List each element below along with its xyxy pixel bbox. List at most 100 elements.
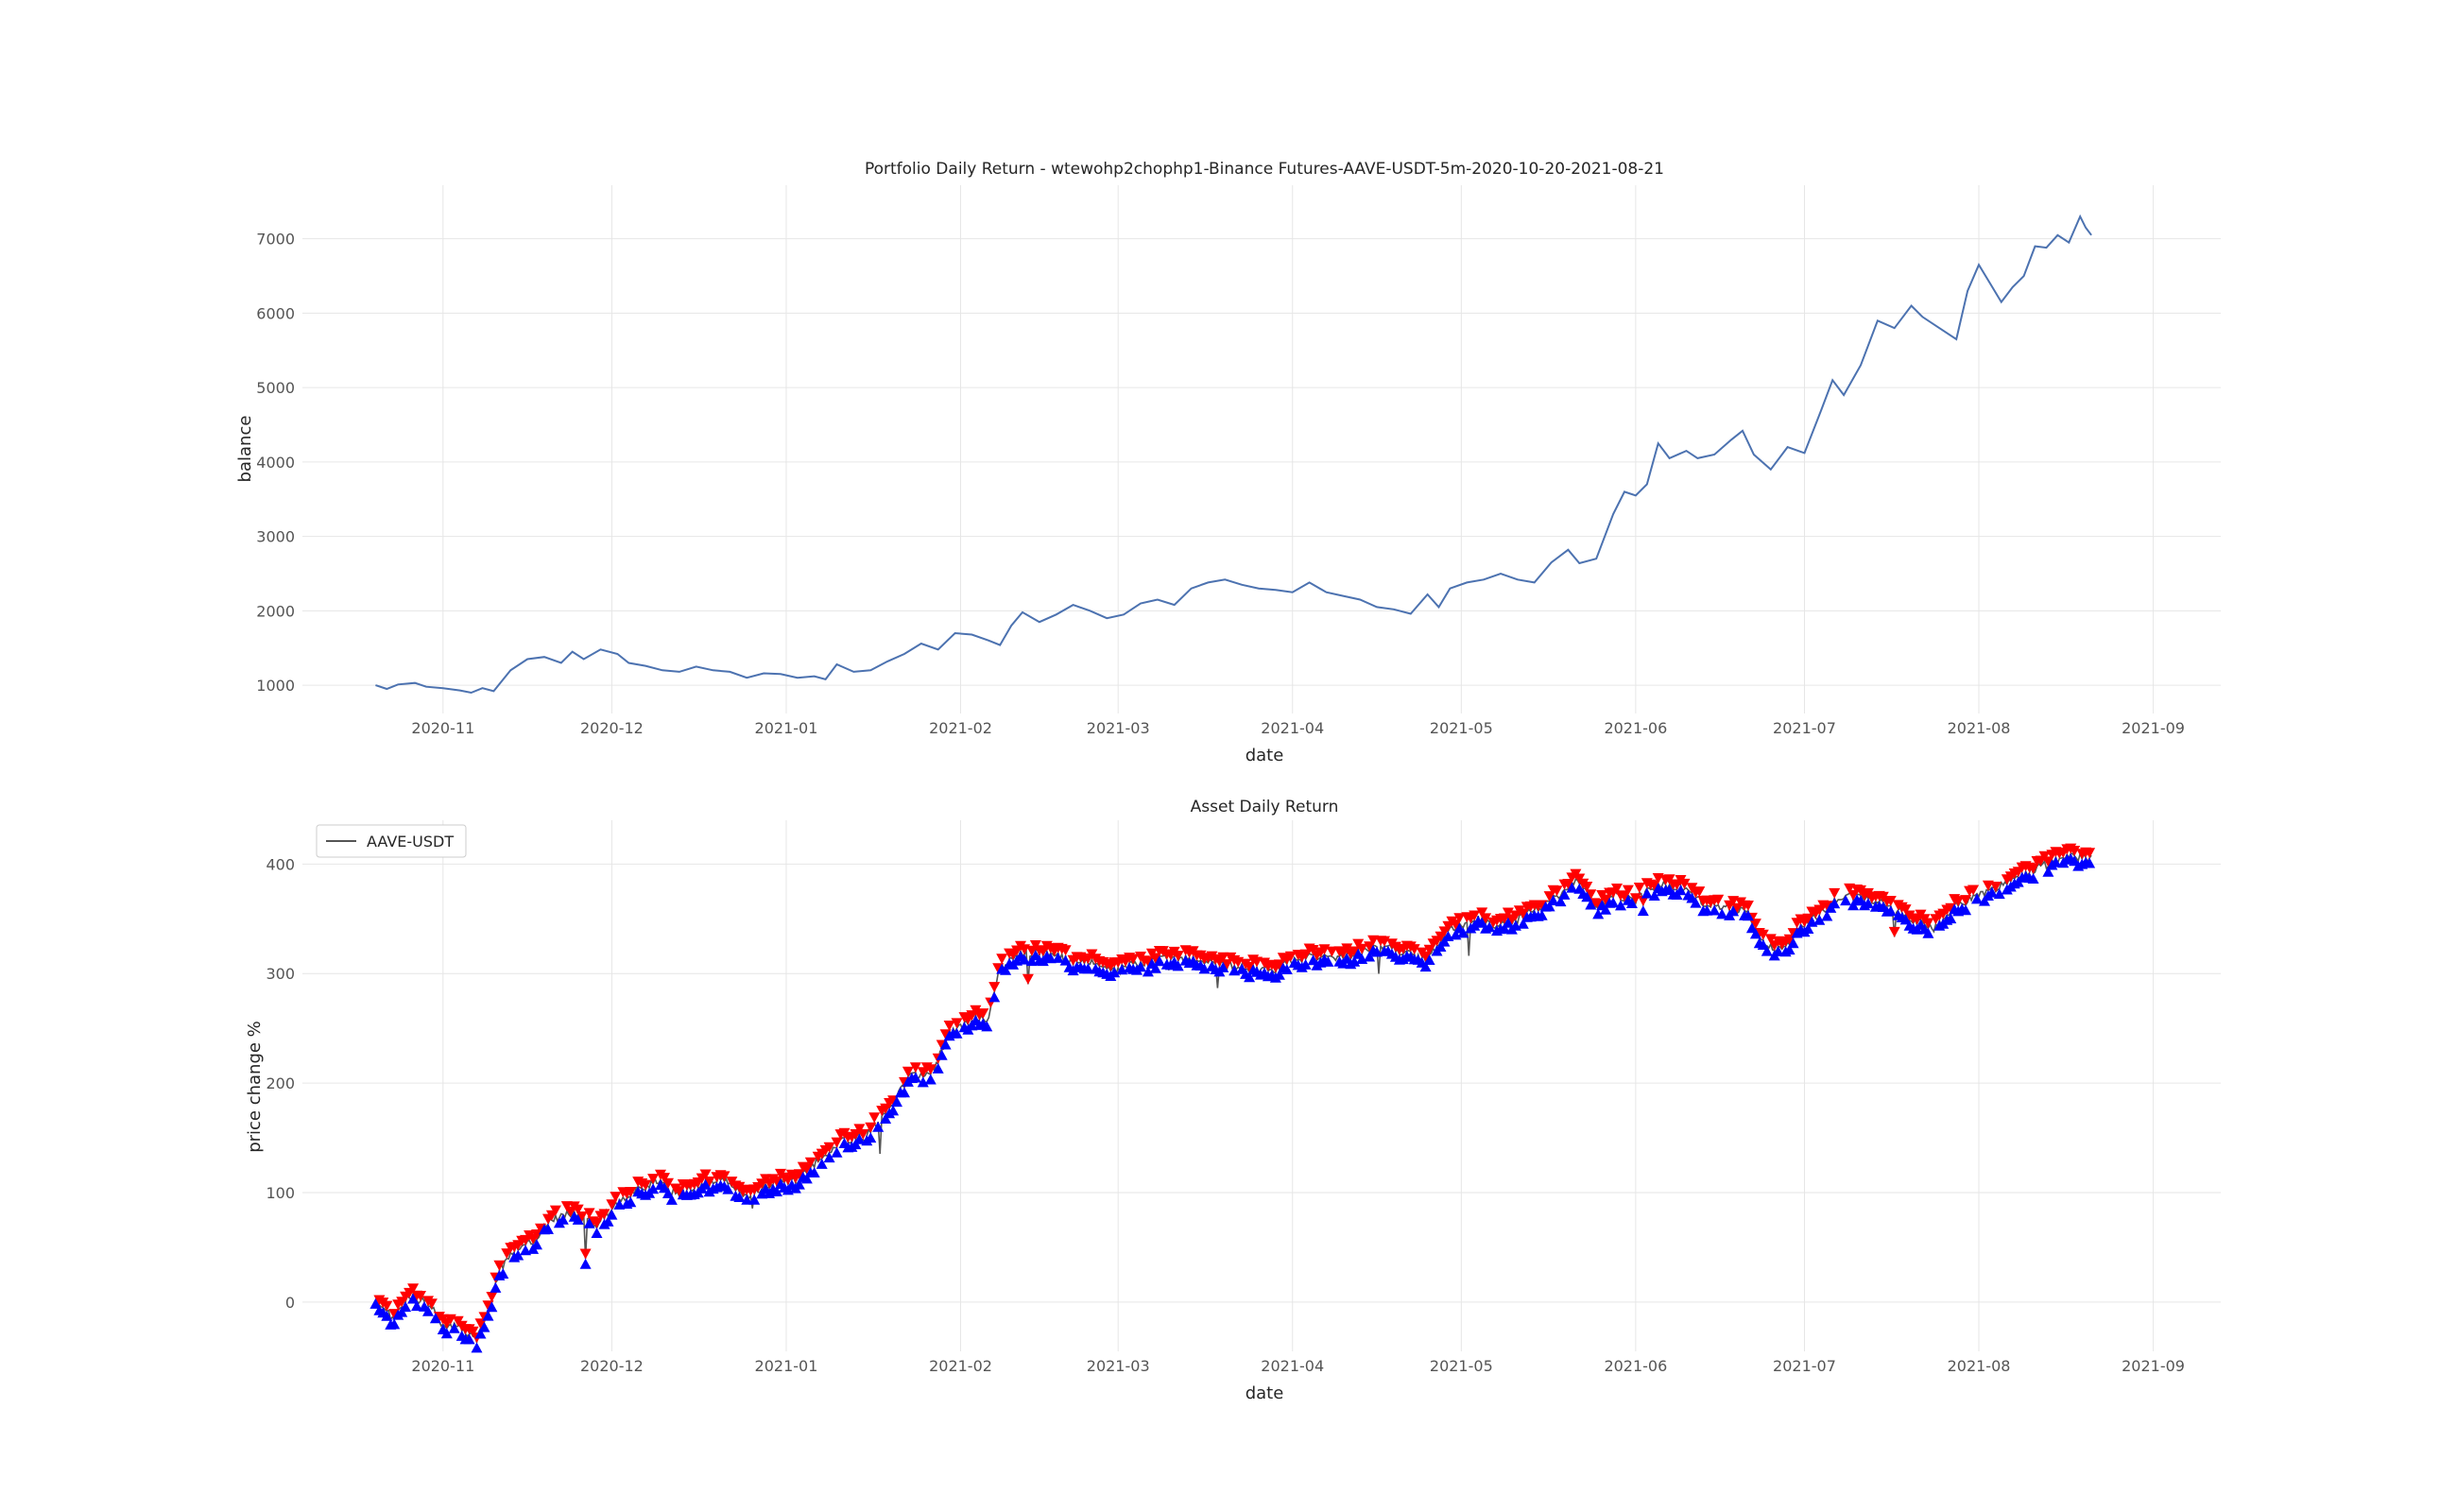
buy-marker [2084,857,2096,868]
buy-marker [2027,873,2039,884]
sell-marker [1419,951,1432,962]
sell-marker [583,1208,595,1219]
sell-marker [467,1326,479,1337]
sell-marker [662,1177,674,1189]
sell-marker [1172,951,1184,962]
y-tick-label: 7000 [256,231,295,249]
buy-marker [771,1186,782,1196]
buy-marker [1862,898,1874,909]
sell-marker [486,1292,498,1302]
buy-marker [602,1215,614,1227]
chart-title: Asset Daily Return [1191,798,1339,816]
buy-marker [699,1178,712,1190]
grid [302,185,2221,713]
sell-markers [373,843,2096,1344]
x-tick-label: 2020-12 [580,719,644,737]
buy-marker [463,1333,475,1345]
sell-marker [1244,962,1256,972]
buy-marker [808,1167,820,1177]
sell-marker [831,1137,843,1148]
buy-marker [800,1173,813,1184]
sell-marker [902,1066,914,1077]
y-tick-label: 100 [266,1184,295,1202]
sell-marker [1802,913,1814,924]
sell-marker [2084,848,2096,859]
sell-marker [857,1128,869,1140]
buy-marker [440,1328,453,1339]
buy-marker [531,1239,542,1250]
buy-marker [853,1133,866,1144]
sell-marker [625,1187,637,1197]
x-tick-label: 2021-02 [929,719,992,737]
y-axis-label: price change % [245,1021,265,1153]
sell-marker [1581,882,1593,892]
chart-title: Portfolio Daily Return - wtewohp2chophp1… [865,160,1664,179]
buy-marker [1517,918,1529,929]
sell-marker [1989,882,2002,892]
sell-marker [1367,935,1380,946]
buy-marker [1499,922,1510,934]
buy-marker [1592,908,1605,919]
sell-marker [2038,850,2051,862]
buy-marker [579,1258,592,1269]
x-tick-label: 2020-11 [411,1357,474,1375]
buy-marker [647,1183,660,1194]
buy-marker [1457,927,1469,938]
buy-marker [1922,927,1934,938]
sell-marker [988,982,1001,993]
x-tick-label: 2021-09 [2122,719,2185,737]
x-tick-label: 2021-06 [1604,719,1667,737]
buy-marker [872,1121,885,1132]
sell-marker [1922,918,1934,929]
sell-marker [1888,926,1900,937]
asset-return-chart: Asset Daily Return date price change % 2… [245,798,2221,1403]
y-tick-label: 4000 [256,454,295,472]
buy-marker [1438,936,1451,947]
sell-marker [1562,879,1574,889]
sell-marker [1149,953,1161,964]
buy-marker [939,1039,952,1050]
x-tick-label: 2021-07 [1773,719,1836,737]
buy-marker [1502,917,1514,928]
sell-marker [647,1174,660,1185]
x-tick-label: 2020-12 [580,1357,644,1375]
buy-marker [1172,960,1184,971]
sell-marker [868,1112,881,1124]
buy-marker [388,1318,401,1330]
buy-marker [1108,967,1121,978]
buy-marker [1675,885,1687,896]
sell-marker [1749,919,1761,930]
buy-marker [1690,897,1702,908]
buy-marker [887,1105,900,1116]
sell-marker [425,1298,438,1310]
x-tick-label: 2021-04 [1261,719,1324,737]
buy-marker [1484,921,1496,933]
sell-marker [1273,959,1285,971]
sell-marker [610,1192,622,1203]
buy-marker [1625,898,1638,908]
buy-marker [951,1027,963,1039]
buy-marker [1884,905,1897,917]
x-tick-label: 2020-11 [411,719,474,737]
buy-marker [1979,895,1990,906]
y-tick-label: 2000 [256,602,295,620]
buy-marker [1082,963,1094,974]
y-tick-label: 200 [266,1074,295,1092]
buy-marker [1244,971,1256,983]
sell-marker [2042,856,2054,868]
sell-marker [659,1173,670,1184]
buy-marker [936,1049,948,1060]
buy-marker [1558,888,1571,900]
buy-marker [497,1268,509,1279]
sell-marker [474,1318,487,1330]
y-tick-label: 300 [266,965,295,983]
sell-marker [1022,973,1034,985]
x-tick-label: 2021-08 [1948,719,2011,737]
y-axis-label: balance [235,416,255,483]
buy-marker [381,1310,393,1321]
sell-marker [1408,944,1420,955]
sell-marker [1476,907,1488,919]
x-tick-label: 2021-06 [1604,1357,1667,1375]
sell-marker [939,1029,952,1040]
sell-marker [549,1205,561,1216]
